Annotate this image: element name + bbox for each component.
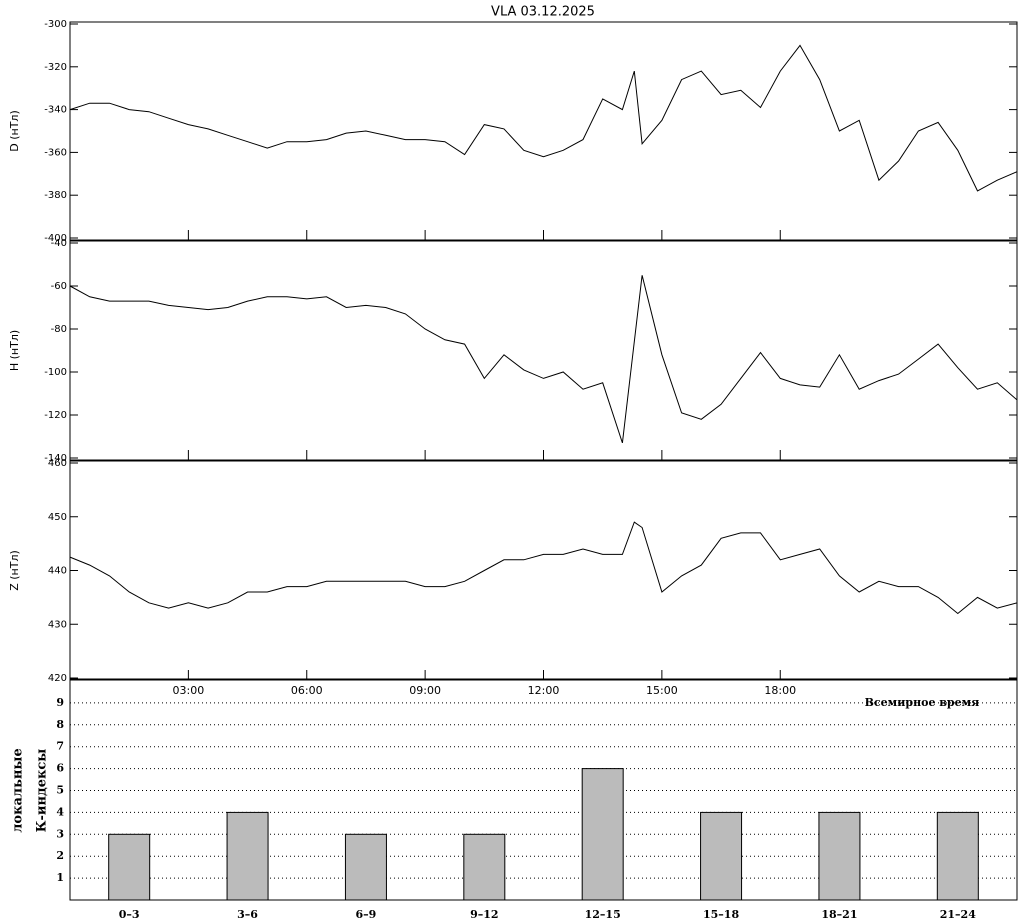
y-tick-label: 460 [48,458,67,469]
y-tick-label: -400 [44,233,67,244]
y-tick-label: 7 [56,740,64,753]
bar [463,833,506,901]
bar [344,833,387,901]
panel-frame [69,460,1018,681]
y-tick-label: 2 [56,849,64,862]
y-tick-label: -380 [44,190,67,201]
y-tick-label: 1 [56,871,64,884]
x-tick-label: 15–18 [703,908,739,921]
y-tick-label: -300 [44,19,67,30]
y-tick-label: 420 [48,673,67,684]
y-tick-label: 6 [56,762,64,775]
y-axis-label: Z (нТл) [8,550,21,591]
x-tick-label: 15:00 [646,684,678,697]
x-tick-label: 06:00 [291,684,323,697]
y-tick-label: 430 [48,619,67,630]
y-tick-label: -100 [44,367,67,378]
y-axis-label: К-индексы [35,749,50,833]
x-tick-label: 12:00 [528,684,560,697]
x-tick-label: 12–15 [585,908,621,921]
y-axis-label: локальные [11,748,26,832]
bar [108,833,151,901]
y-tick-label: -60 [51,281,67,292]
y-tick-label: -140 [44,453,67,464]
x-tick-label: 0–3 [119,908,140,921]
chart-title: VLA 03.12.2025 [491,5,595,20]
x-tick-label: 6–9 [356,908,377,921]
x-tick-label: 09:00 [409,684,441,697]
y-tick-label: 5 [56,784,64,797]
y-axis-label: D (нТл) [8,110,21,152]
y-tick-label: 440 [48,566,67,577]
y-tick-label: -80 [51,324,67,335]
bar [700,811,743,901]
data-line [69,44,1018,192]
data-line [69,275,1018,444]
y-tick-label: -40 [51,238,67,249]
bar [818,811,861,901]
x-tick-label: 21–24 [940,908,976,921]
y-tick-label: 3 [56,827,64,840]
y-tick-label: 8 [56,718,64,731]
y-tick-label: 9 [56,696,64,709]
y-tick-label: -360 [44,147,67,158]
y-tick-label: 450 [48,512,67,523]
y-tick-label: -120 [44,410,67,421]
data-line [69,521,1018,615]
x-tick-label: 9–12 [470,908,498,921]
y-tick-label: -320 [44,62,67,73]
panel-frame [69,240,1018,461]
x-tick-label: 03:00 [173,684,205,697]
x-tick-label: 3–6 [237,908,258,921]
y-axis-label: H (нТл) [8,330,21,371]
panel-frame [69,21,1018,241]
panel-frame [69,678,1018,901]
y-tick-label: 4 [56,805,64,818]
y-tick-label: -340 [44,105,67,116]
bar [226,811,269,901]
bar [936,811,979,901]
x-tick-label: 18–21 [821,908,857,921]
x-tick-label: 18:00 [764,684,796,697]
bar [581,768,624,901]
